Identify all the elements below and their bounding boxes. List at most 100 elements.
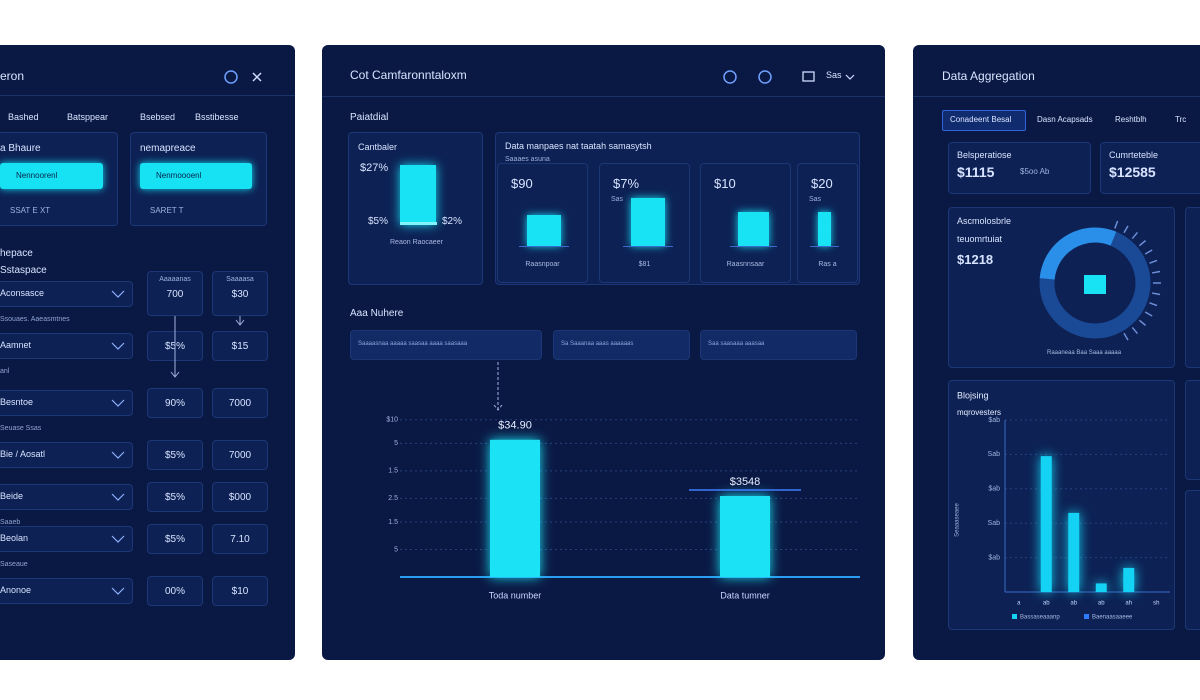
button-label[interactable]: Nennoorenl xyxy=(16,170,58,180)
donut-tick xyxy=(1149,302,1158,307)
row-label[interactable]: Bie / Aosatl xyxy=(0,449,46,460)
mini-value: $10 xyxy=(714,175,736,191)
value-box xyxy=(147,440,203,470)
row-value: 700 xyxy=(166,288,184,300)
donut-arc xyxy=(1039,227,1151,339)
x-tick-label: sh xyxy=(1153,601,1159,607)
mini-base xyxy=(623,246,673,247)
dropdown[interactable] xyxy=(0,442,133,468)
y-tick-label: Sab xyxy=(988,520,1001,527)
input[interactable] xyxy=(700,330,857,360)
chevron xyxy=(111,535,125,543)
value-box xyxy=(212,388,268,418)
button-label[interactable]: Nenmoooenl xyxy=(156,170,202,180)
donut-tick xyxy=(1149,259,1158,264)
panel-title: Data Aggregation xyxy=(942,69,1035,84)
tab[interactable]: Conadeent Besal xyxy=(950,114,1012,124)
value-box xyxy=(147,482,203,512)
chevron xyxy=(111,493,125,501)
bar xyxy=(1068,512,1080,592)
row-label[interactable]: Besntoe xyxy=(0,397,34,408)
tab[interactable]: Bsebsed xyxy=(140,112,176,123)
row-value: $000 xyxy=(228,491,252,503)
value-box xyxy=(147,576,203,606)
row-value: $5% xyxy=(164,491,186,503)
card-note: SSAT E XT xyxy=(10,205,51,215)
value-box xyxy=(147,271,203,316)
card xyxy=(948,142,1091,194)
dropdown[interactable] xyxy=(0,281,133,307)
tab[interactable]: Dasn Acapsads xyxy=(1037,114,1093,124)
input-text[interactable]: Sa Saaanaa aaas aaaaaas xyxy=(561,341,634,348)
summary-base xyxy=(400,222,437,225)
input[interactable] xyxy=(350,330,542,360)
dropdown[interactable] xyxy=(0,390,133,416)
donut-tick xyxy=(1131,326,1138,335)
y-axis-label: Seaaaseaee xyxy=(955,502,961,536)
y-tick-label: 5 xyxy=(394,440,398,447)
panel-title: eron xyxy=(0,69,25,84)
chevron xyxy=(111,587,125,595)
button[interactable] xyxy=(0,163,103,189)
tab[interactable]: Reshtblh xyxy=(1115,114,1147,124)
row-value: $30 xyxy=(231,288,249,300)
value-box xyxy=(212,440,268,470)
section-title: Paiatdial xyxy=(350,111,389,123)
x-tick-label: ah xyxy=(1125,601,1132,607)
dropdown[interactable] xyxy=(0,526,133,552)
mini-card xyxy=(497,163,588,283)
tab-active[interactable] xyxy=(942,110,1026,131)
tab[interactable]: Bsstibesse xyxy=(195,112,239,123)
value-box xyxy=(212,331,268,361)
button[interactable] xyxy=(140,163,252,189)
chevron xyxy=(111,451,125,459)
bar xyxy=(720,496,770,577)
column-header: Aaaaanas xyxy=(159,276,191,284)
input[interactable] xyxy=(553,330,690,360)
row-label[interactable]: Beide xyxy=(0,491,24,502)
card-title: Cumrteteble xyxy=(1109,150,1159,161)
arrow xyxy=(170,316,245,378)
value-box xyxy=(147,388,203,418)
menu-label[interactable]: Sas xyxy=(826,70,842,81)
mini-value: $90 xyxy=(511,175,533,191)
dropdown[interactable] xyxy=(0,578,133,604)
row-label[interactable]: Aamnet xyxy=(0,340,32,351)
legend-label: Bassaseaaanp xyxy=(1020,615,1060,621)
y-tick-label: 2.5 xyxy=(388,495,398,502)
row-label[interactable]: Anonoe xyxy=(0,585,32,596)
x-tick-label: ab xyxy=(1098,601,1105,607)
tab[interactable]: Batsppear xyxy=(67,112,109,123)
y-tick-label: Sab xyxy=(988,451,1001,458)
card-title: Data manpaes nat taatah samasytsh xyxy=(505,141,652,152)
legend-swatch xyxy=(1084,614,1089,619)
row-value: 7.10 xyxy=(230,533,250,545)
row-value: $10 xyxy=(231,585,249,597)
row-label[interactable]: Aconsasce xyxy=(0,288,45,299)
dropdown[interactable] xyxy=(0,484,133,510)
row-note: Ssouaes. Aaeasmtnes xyxy=(0,316,70,324)
dropdown[interactable] xyxy=(0,333,133,359)
row-note: Seuase Ssas xyxy=(0,425,42,433)
bar xyxy=(1095,583,1107,592)
input-text[interactable]: Saa saasaaa aaasaa xyxy=(708,341,765,348)
donut-tick xyxy=(1151,270,1161,274)
tab[interactable]: Trc xyxy=(1175,114,1187,124)
input-text[interactable]: Saaaasnaa aaaaa saasaa aaaa saasaaa xyxy=(358,341,468,348)
donut-tick xyxy=(1138,240,1147,247)
row-label[interactable]: Beolan xyxy=(0,533,29,544)
card-title: Belsperatiose xyxy=(957,150,1012,161)
donut-tick xyxy=(1151,292,1161,296)
chevron xyxy=(111,290,125,298)
mini-note: Sas xyxy=(611,196,624,204)
chevron xyxy=(111,399,125,407)
divider xyxy=(913,96,1200,97)
value-box xyxy=(147,524,203,554)
card-sub: $5oo Ab xyxy=(1020,166,1050,176)
row-value: $15 xyxy=(231,340,249,352)
card-subtitle: Saaaes asuna xyxy=(505,156,550,164)
tab[interactable]: Bashed xyxy=(8,112,39,123)
mini-value: $7% xyxy=(613,175,640,191)
bar xyxy=(1040,456,1052,592)
